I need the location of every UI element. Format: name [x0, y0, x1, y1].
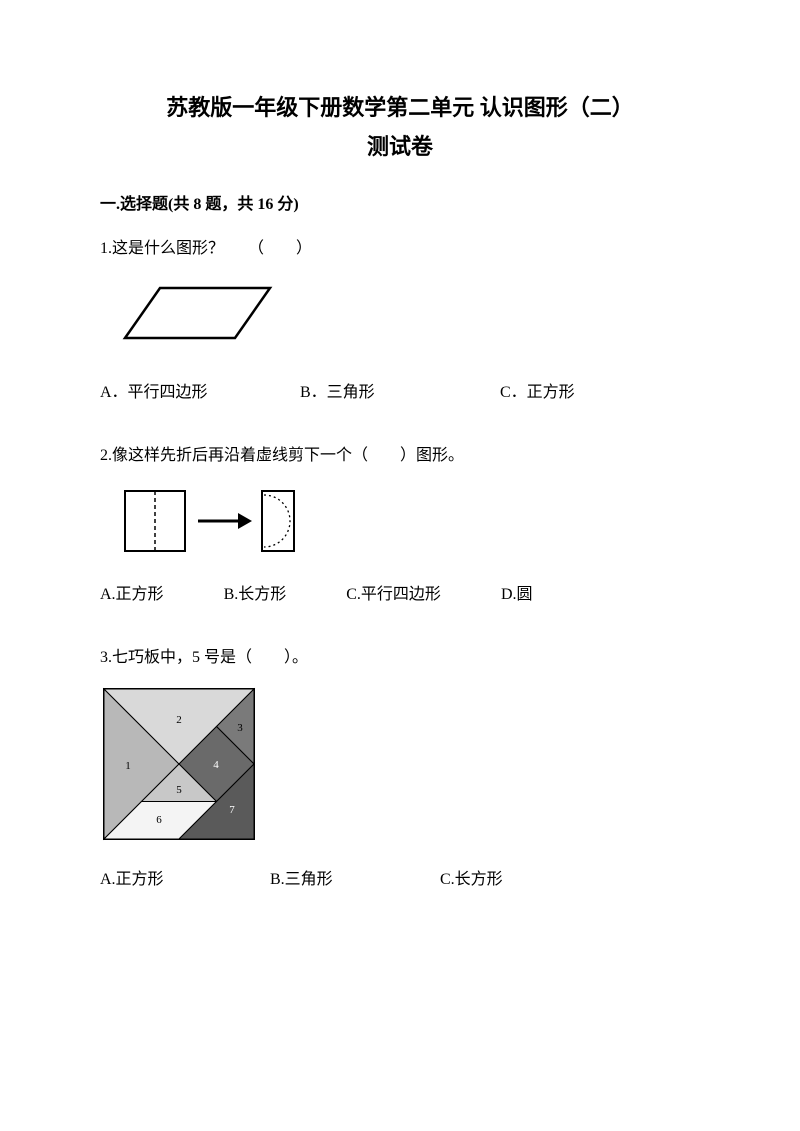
page-title-line1: 苏教版一年级下册数学第二单元 认识图形（二） [100, 90, 700, 125]
q1-option-a: A．平行四边形 [100, 380, 300, 406]
q2-text: 2.像这样先折后再沿着虚线剪下一个（ ）图形。 [100, 443, 700, 469]
q3-figure: 1 2 3 4 5 6 7 [100, 685, 700, 843]
q1-text: 1.这是什么图形？ （ ） [100, 236, 700, 262]
q3-text: 3.七巧板中，5 号是（ ）。 [100, 645, 700, 671]
q1-figure [120, 276, 700, 356]
tangram-label-5: 5 [176, 784, 182, 796]
tangram-label-2: 2 [176, 714, 182, 726]
q2-figure [120, 483, 700, 558]
q3-option-b: B.三角形 [270, 867, 440, 893]
q1-options: A．平行四边形 B．三角形 C．正方形 [100, 380, 700, 406]
q3-option-a: A.正方形 [100, 867, 270, 893]
tangram-icon: 1 2 3 4 5 6 7 [100, 685, 258, 843]
q2-options: A.正方形 B.长方形 C.平行四边形 D.圆 [100, 582, 700, 608]
fold-cut-icon [120, 483, 320, 558]
parallelogram-icon [120, 276, 280, 356]
q2-option-d: D.圆 [501, 582, 533, 608]
tangram-label-4: 4 [213, 759, 219, 771]
q1-option-b: B．三角形 [300, 380, 500, 406]
q1-option-c: C．正方形 [500, 380, 650, 406]
tangram-label-3: 3 [237, 722, 243, 734]
q2-option-c: C.平行四边形 [346, 582, 441, 608]
q2-option-a: A.正方形 [100, 582, 164, 608]
tangram-label-6: 6 [156, 814, 162, 826]
q3-options: A.正方形 B.三角形 C.长方形 [100, 867, 700, 893]
page-title-line2: 测试卷 [100, 129, 700, 164]
tangram-label-7: 7 [229, 804, 235, 816]
tangram-label-1: 1 [125, 760, 131, 772]
q3-option-c: C.长方形 [440, 867, 503, 893]
q2-option-b: B.长方形 [224, 582, 287, 608]
section-header: 一.选择题(共 8 题，共 16 分) [100, 192, 700, 218]
